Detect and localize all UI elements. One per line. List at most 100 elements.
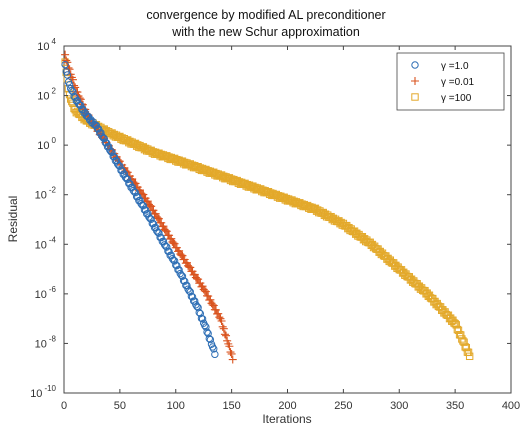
data-point: [159, 222, 168, 231]
data-point: [208, 343, 217, 351]
legend-marker: [411, 61, 419, 69]
x-tick-label: 50: [114, 400, 126, 412]
data-point: [151, 223, 160, 232]
data-point: [123, 175, 132, 184]
data-point: [105, 142, 113, 151]
data-point: [155, 229, 163, 237]
data-point: [149, 220, 158, 228]
series-2: [61, 58, 474, 361]
data-point: [120, 170, 129, 178]
data-point: [87, 115, 95, 124]
series-0: [61, 60, 219, 359]
y-tick-exponent: 4: [52, 37, 57, 46]
y-tick-base: 10: [37, 140, 49, 152]
data-point: [202, 323, 210, 331]
data-point: [159, 237, 168, 246]
data-point: [73, 96, 82, 105]
data-point: [464, 348, 473, 357]
x-axis-label: Iterations: [262, 412, 311, 426]
data-point: [203, 328, 211, 336]
x-tick-label: 150: [222, 400, 240, 412]
data-point: [62, 56, 71, 65]
data-point: [121, 173, 130, 182]
x-tick-label: 350: [446, 400, 464, 412]
data-point: [94, 125, 103, 133]
legend-entry: γ =0.01: [441, 77, 475, 88]
data-point: [77, 101, 85, 110]
data-point: [100, 134, 108, 143]
data-point: [107, 147, 115, 156]
data-point: [147, 202, 156, 211]
data-point: [226, 348, 235, 357]
data-point: [151, 209, 160, 218]
data-point: [147, 215, 155, 223]
data-point: [136, 196, 144, 205]
data-point: [113, 160, 122, 168]
data-point: [154, 214, 163, 223]
legend-entry: γ =1.0: [441, 61, 469, 72]
y-tick-label: 10 2: [37, 87, 56, 103]
y-tick-label: 10 -2: [35, 186, 57, 202]
data-point: [201, 321, 209, 330]
data-point: [178, 272, 187, 280]
data-point: [144, 209, 152, 218]
legend: γ =1.0 γ =0.01 γ =100: [396, 52, 505, 111]
data-point: [452, 321, 460, 329]
data-point: [218, 322, 227, 331]
data-point: [165, 247, 173, 256]
data-point: [211, 350, 219, 359]
y-tick-exponent: 2: [52, 87, 57, 96]
data-point: [210, 345, 218, 353]
data-point: [214, 309, 223, 318]
y-tick-base: 10: [37, 91, 49, 103]
data-point: [227, 349, 236, 358]
x-tick-label: 300: [390, 400, 408, 412]
y-tick-label: 10 0: [37, 136, 56, 152]
y-tick-base: 10: [30, 388, 42, 400]
data-point: [102, 139, 111, 147]
data-point: [167, 234, 176, 243]
data-point: [106, 146, 114, 154]
chart-title-line-1: convergence by modified AL preconditione…: [146, 8, 385, 22]
y-tick-exponent: -4: [49, 235, 57, 244]
y-tick-exponent: -10: [44, 384, 56, 393]
legend-entry: γ =100: [441, 93, 472, 104]
series-layer: [61, 50, 474, 364]
data-point: [139, 202, 148, 210]
y-tick-base: 10: [35, 190, 47, 202]
data-point: [180, 277, 189, 285]
legend-marker: [411, 93, 419, 101]
data-point: [206, 335, 215, 344]
y-tick-exponent: -6: [49, 285, 57, 294]
y-tick-label: 10 -4: [35, 235, 57, 251]
y-tick-exponent: 0: [52, 136, 57, 145]
data-point: [465, 352, 474, 361]
data-point: [217, 317, 226, 326]
data-point: [153, 227, 161, 235]
data-point: [162, 227, 171, 236]
x-tick-label: 100: [167, 400, 185, 412]
data-point: [462, 343, 471, 352]
data-point: [201, 287, 210, 296]
data-point: [146, 214, 154, 223]
x-tick-label: 400: [502, 400, 520, 412]
data-point: [99, 134, 107, 142]
data-point: [61, 60, 69, 69]
data-point: [170, 257, 179, 265]
data-point: [110, 153, 118, 161]
y-tick-base: 10: [35, 239, 47, 251]
data-point: [163, 243, 171, 251]
data-point: [198, 315, 207, 323]
y-tick-label: 10 4: [37, 37, 56, 53]
data-point: [74, 100, 83, 108]
chart-title: convergence by modified AL preconditione…: [146, 8, 385, 39]
legend-items: γ =1.0 γ =0.01 γ =100: [411, 61, 475, 104]
data-point: [61, 50, 70, 59]
data-point: [228, 355, 237, 364]
x-tick-label: 250: [334, 400, 352, 412]
data-point: [92, 121, 101, 130]
y-tick-label: 10 -6: [35, 285, 57, 301]
data-point: [63, 71, 72, 79]
